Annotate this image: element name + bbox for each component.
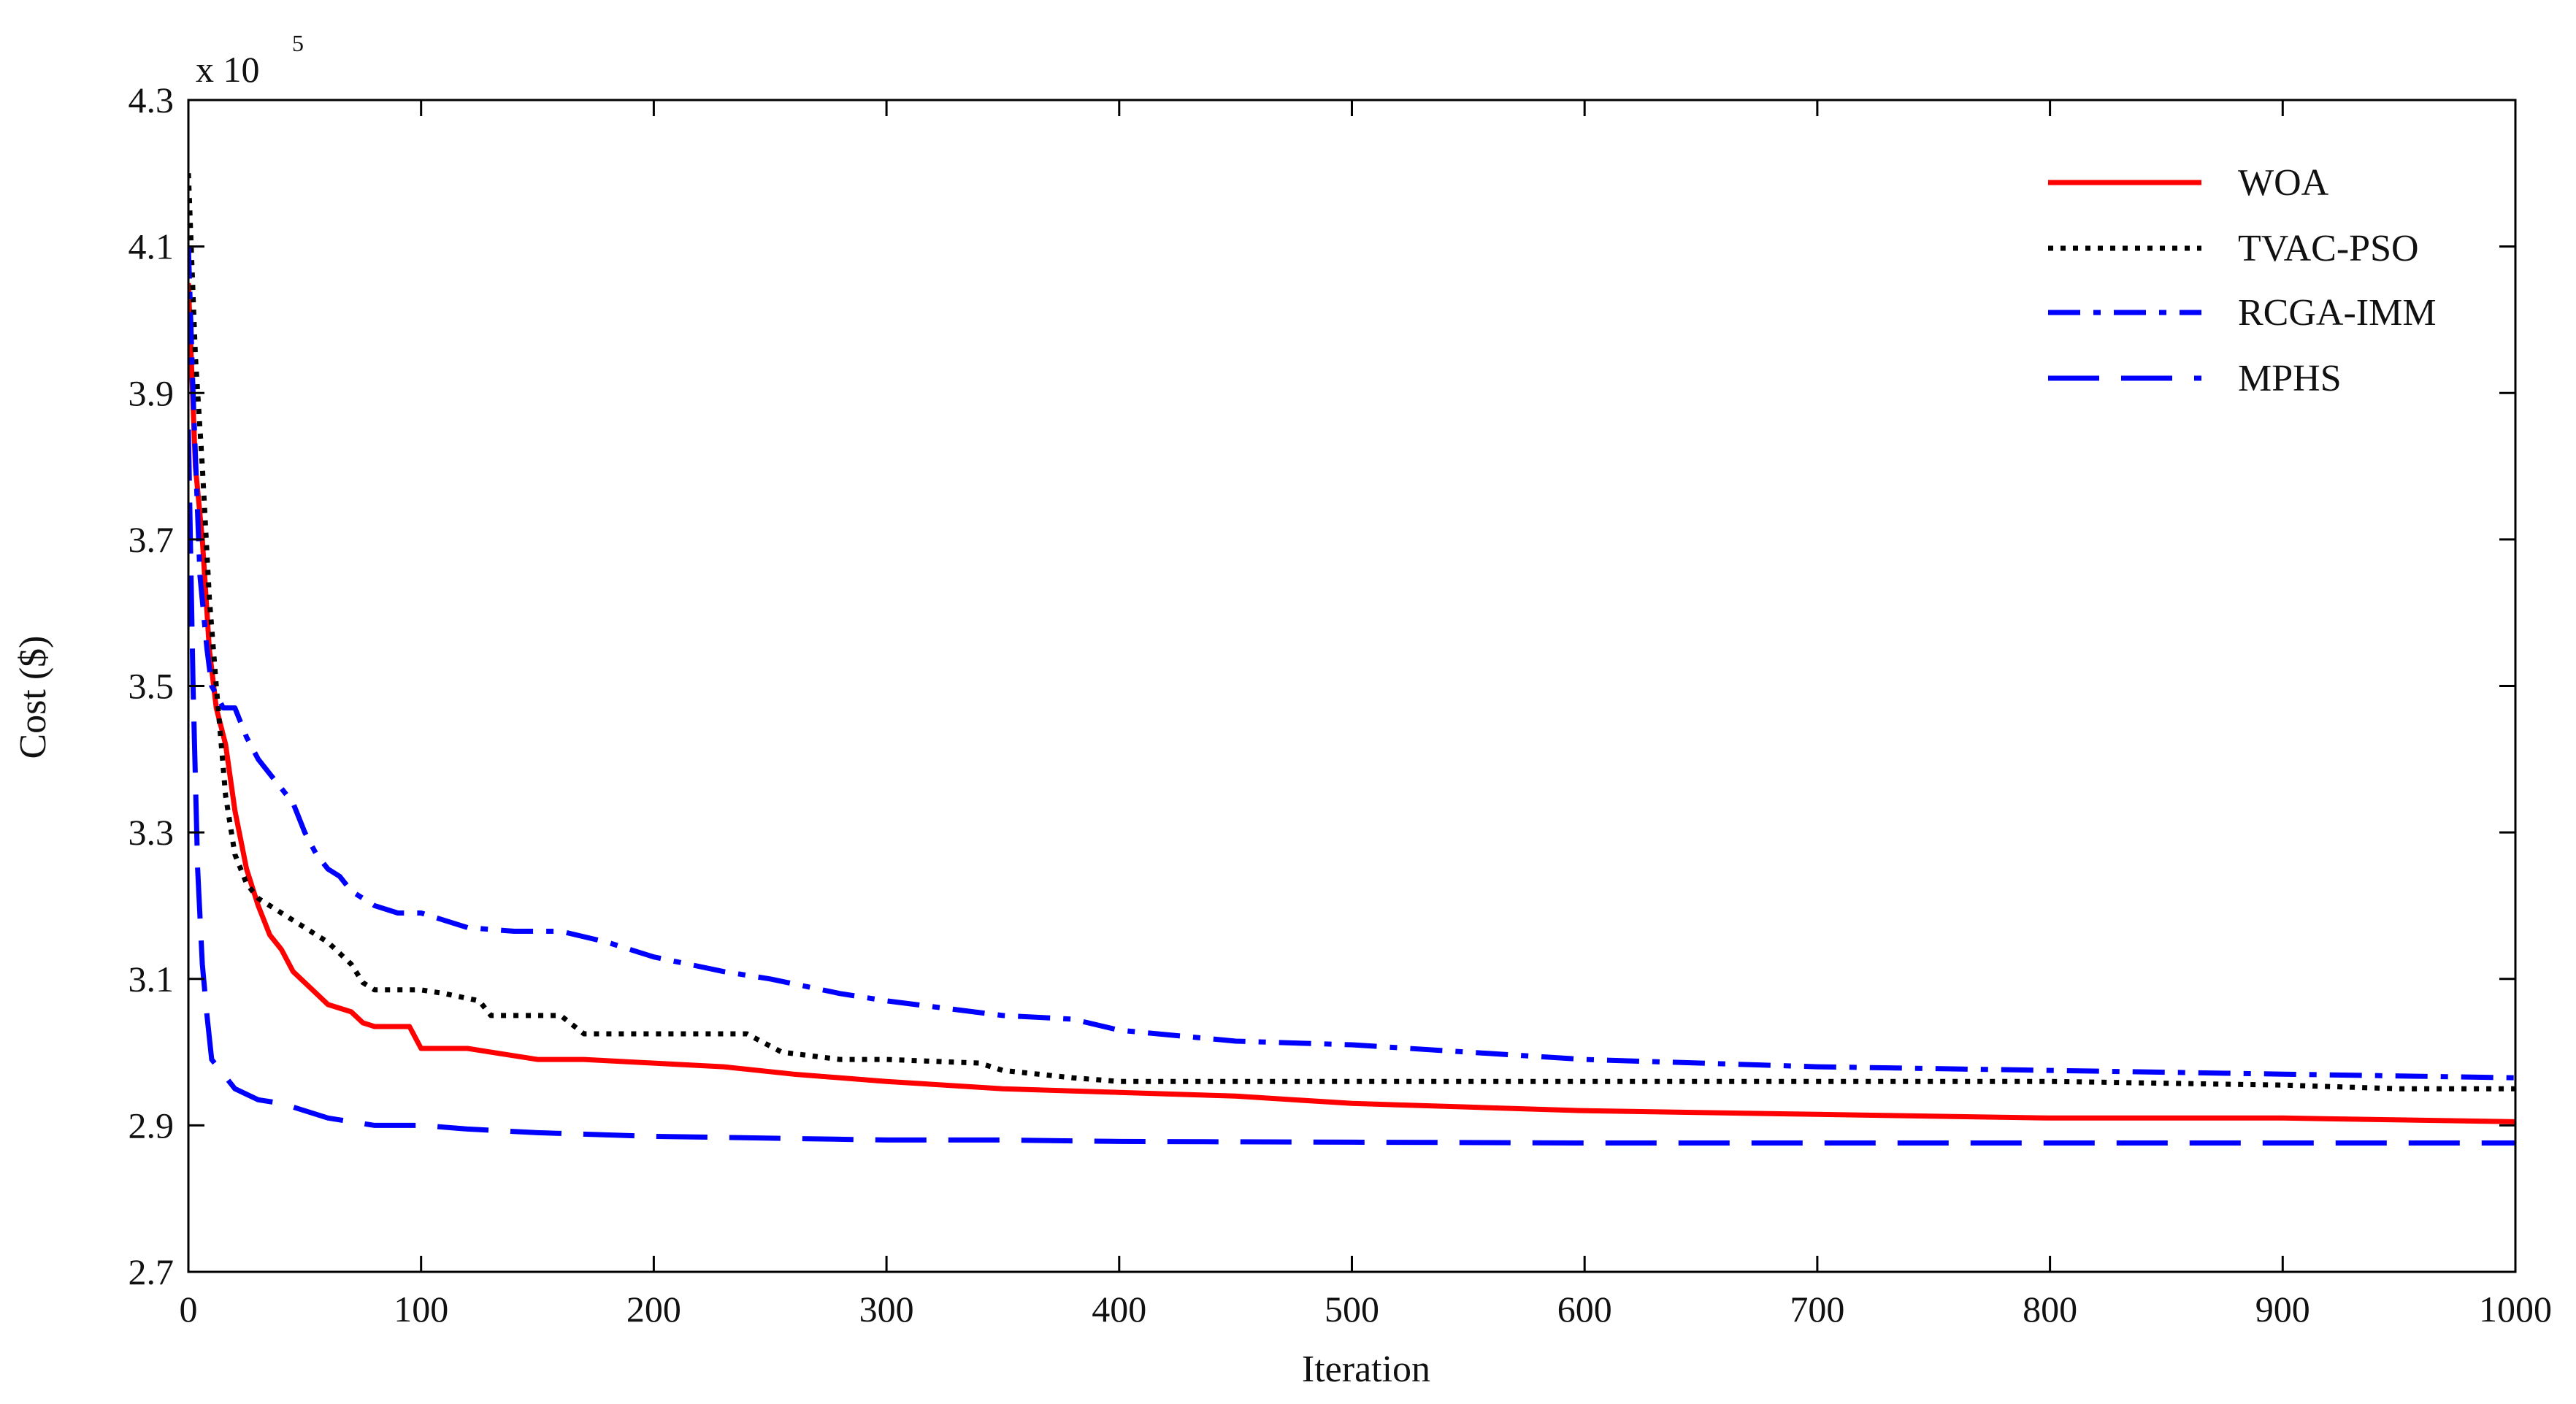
y-tick-label: 4.3: [129, 80, 175, 120]
labels-layer: 0 100 200 300 400 500 600 700 800 900 1000 2.7 2.9 3.…: [129, 80, 2553, 1330]
x-tick-label: 500: [1325, 1289, 1379, 1330]
x-tick-label: 700: [1790, 1289, 1844, 1330]
x-axis-title: Iteration: [1302, 1349, 1430, 1390]
series-line-rcga-imm: [188, 246, 2515, 1081]
y-tick-label: 2.9: [129, 1105, 175, 1146]
legend-label-woa: WOA: [2238, 162, 2329, 204]
series-line-woa: [188, 283, 2515, 1124]
plot-frame: [187, 99, 2517, 1273]
y-tick-label: 4.1: [129, 226, 175, 267]
x-tick-label: 400: [1092, 1289, 1146, 1330]
x-tick-label: 300: [859, 1289, 914, 1330]
y-axis-title: Cost ($): [12, 636, 54, 759]
legend: WOA TVAC-PSO RCGA-IMM MPHS: [2048, 162, 2437, 399]
legend-label-mphs: MPHS: [2238, 358, 2342, 399]
y-tick-label: 3.7: [129, 519, 175, 560]
y-tick-label: 3.9: [129, 372, 175, 413]
y-tick-label: 3.5: [129, 666, 175, 707]
y-tick-label: 2.7: [129, 1251, 175, 1292]
ticks-layer: [187, 99, 2517, 1273]
x-tick-label: 1000: [2479, 1289, 2552, 1330]
x-tick-label: 600: [1557, 1289, 1612, 1330]
series-line-mphs: [188, 429, 2515, 1146]
legend-label-rcga-imm: RCGA-IMM: [2238, 292, 2437, 334]
y-multiplier-base: x 10: [196, 49, 260, 90]
y-multiplier-exponent: 5: [292, 30, 304, 56]
y-tick-label: 3.1: [129, 959, 175, 1000]
y-tick-label: 3.3: [129, 812, 175, 853]
series-line-tvac-pso: [188, 173, 2515, 1092]
y-multiplier-label: x 10: [196, 49, 260, 90]
legend-label-tvac-pso: TVAC-PSO: [2238, 228, 2419, 269]
x-tick-label: 0: [180, 1289, 198, 1330]
x-tick-label: 900: [2255, 1289, 2310, 1330]
x-tick-label: 100: [394, 1289, 448, 1330]
series-layer: [188, 173, 2515, 1146]
x-tick-label: 800: [2023, 1289, 2077, 1330]
x-tick-label: 200: [626, 1289, 681, 1330]
